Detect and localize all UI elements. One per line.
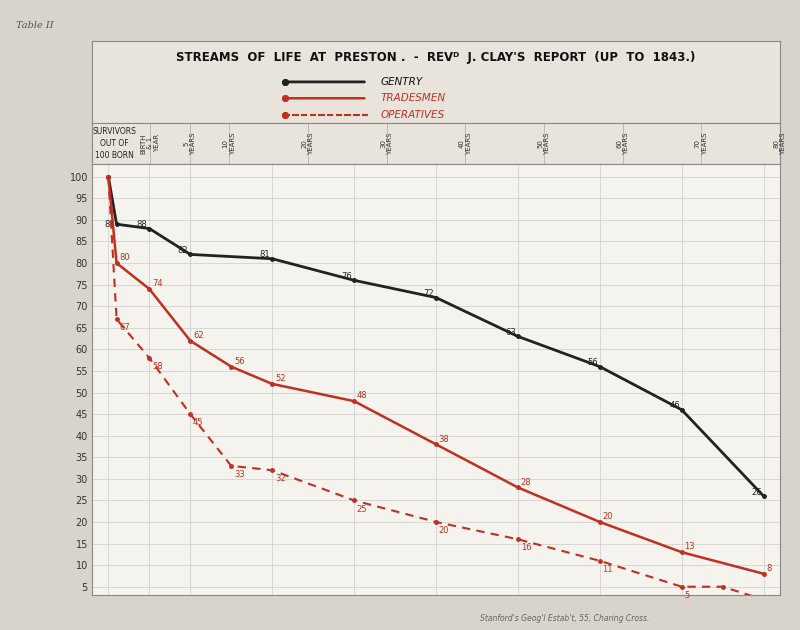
Text: Table II: Table II bbox=[16, 21, 54, 30]
Text: 5: 5 bbox=[685, 591, 690, 600]
Text: 40
YEARS: 40 YEARS bbox=[458, 132, 472, 154]
Text: 56: 56 bbox=[587, 358, 598, 367]
Text: 30
YEARS: 30 YEARS bbox=[380, 132, 393, 154]
Text: GENTRY: GENTRY bbox=[381, 77, 423, 87]
Text: 58: 58 bbox=[152, 362, 162, 371]
Text: 8: 8 bbox=[766, 564, 772, 573]
Text: 80: 80 bbox=[119, 253, 130, 262]
Text: 11: 11 bbox=[602, 565, 613, 574]
Text: 16: 16 bbox=[521, 543, 531, 553]
Text: 72: 72 bbox=[423, 289, 434, 298]
Text: 50
YEARS: 50 YEARS bbox=[538, 132, 550, 154]
Text: 56: 56 bbox=[234, 357, 245, 366]
Text: 28: 28 bbox=[521, 478, 531, 487]
Text: 60
YEARS: 60 YEARS bbox=[616, 132, 629, 154]
Text: 32: 32 bbox=[275, 474, 286, 483]
Text: 13: 13 bbox=[685, 542, 695, 551]
Text: 46: 46 bbox=[670, 401, 680, 410]
Text: STREAMS  OF  LIFE  AT  PRESTON .  -  REVᴰ  J. CLAY'S  REPORT  (UP  TO  1843.): STREAMS OF LIFE AT PRESTON . - REVᴰ J. C… bbox=[176, 51, 696, 64]
Text: 20: 20 bbox=[438, 526, 450, 535]
Text: 48: 48 bbox=[357, 391, 367, 401]
Text: 38: 38 bbox=[438, 435, 450, 444]
Text: 63: 63 bbox=[506, 328, 516, 337]
Text: 88: 88 bbox=[137, 220, 147, 229]
Text: 33: 33 bbox=[234, 470, 245, 479]
Text: 2: 2 bbox=[0, 629, 1, 630]
Text: BIRTH
& 1
YEAR: BIRTH & 1 YEAR bbox=[141, 133, 161, 154]
Text: 81: 81 bbox=[260, 250, 270, 260]
Text: 20
YEARS: 20 YEARS bbox=[302, 132, 314, 154]
Text: 74: 74 bbox=[152, 279, 162, 288]
Text: Stanford's Geog'l Estab't, 55, Charing Cross.: Stanford's Geog'l Estab't, 55, Charing C… bbox=[480, 614, 650, 622]
Text: 10
YEARS: 10 YEARS bbox=[222, 132, 236, 154]
Text: 5
YEARS: 5 YEARS bbox=[183, 132, 196, 154]
Text: 25: 25 bbox=[357, 505, 367, 513]
Text: 62: 62 bbox=[193, 331, 204, 340]
Text: 70
YEARS: 70 YEARS bbox=[695, 132, 708, 154]
Text: 80
YEARS: 80 YEARS bbox=[774, 132, 786, 154]
Text: 26: 26 bbox=[751, 488, 762, 496]
Text: 82: 82 bbox=[178, 246, 189, 255]
Text: 45: 45 bbox=[193, 418, 203, 427]
Text: 76: 76 bbox=[342, 272, 352, 281]
Text: SURVIVORS
OUT OF
100 BORN: SURVIVORS OUT OF 100 BORN bbox=[92, 127, 136, 159]
Text: 20: 20 bbox=[602, 512, 613, 521]
Text: 52: 52 bbox=[275, 374, 286, 383]
Text: 89: 89 bbox=[104, 220, 114, 229]
Text: 67: 67 bbox=[119, 323, 130, 332]
Text: TRADESMEN: TRADESMEN bbox=[381, 93, 446, 103]
Text: OPERATIVES: OPERATIVES bbox=[381, 110, 445, 120]
